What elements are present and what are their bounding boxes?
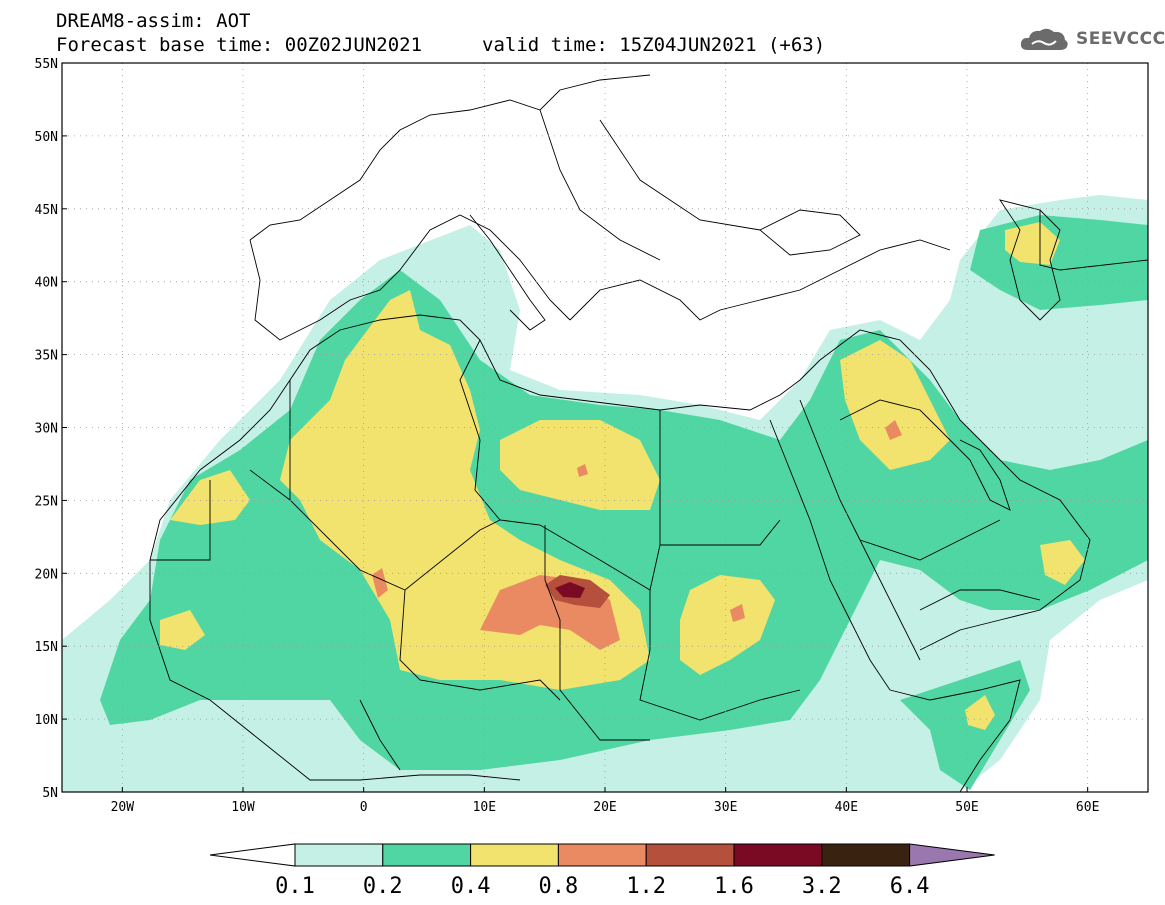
colorbar-label: 0.2 xyxy=(362,874,403,899)
longitude-axis: 20W 10W 0 10E 20E 30E 40E 50E 60E xyxy=(111,787,1099,815)
aot-level-0.8-iraq xyxy=(885,420,902,440)
valid-time-label: valid time: 15Z04JUN2021 (+63) xyxy=(482,34,826,56)
aot-level-1.6 xyxy=(555,582,585,598)
colorbar-label: 0.8 xyxy=(538,874,579,899)
logo-text: SEEVCCC xyxy=(1076,29,1165,49)
lon-tick-label: 20E xyxy=(593,800,616,815)
lon-tick-label: 10E xyxy=(473,800,496,815)
latitude-axis: 55N 50N 45N 40N 35N 30N 25N 20N 15N 10N 5N xyxy=(35,57,67,801)
lat-tick-label: 15N xyxy=(35,640,58,655)
colorbar-label: 1.2 xyxy=(626,874,667,899)
colorbar-label: 0.4 xyxy=(450,874,491,899)
lat-tick-label: 30N xyxy=(35,422,58,437)
aot-level-0.4-libya xyxy=(500,420,660,510)
seevccc-logo: SEEVCCC xyxy=(1018,24,1165,54)
colorbar-label: 3.2 xyxy=(801,874,842,899)
colorbar-swatch xyxy=(821,843,911,867)
lat-tick-label: 40N xyxy=(35,276,58,291)
lon-tick-label: 30E xyxy=(714,800,737,815)
colorbar xyxy=(209,843,995,867)
lat-tick-label: 35N xyxy=(35,349,58,364)
colorbar-high-arrow xyxy=(909,843,995,867)
colorbar-swatch xyxy=(382,843,472,867)
colorbar-label: 0.1 xyxy=(275,874,315,899)
lat-tick-label: 10N xyxy=(35,713,58,728)
colorbar-label: 1.6 xyxy=(714,874,754,899)
colorbar-swatch xyxy=(470,843,559,867)
lat-tick-label: 20N xyxy=(35,567,58,582)
lon-tick-label: 50E xyxy=(955,800,978,815)
lat-tick-label: 55N xyxy=(35,57,58,72)
lon-tick-label: 0 xyxy=(360,800,368,815)
lon-tick-label: 10W xyxy=(231,800,255,815)
gridlines xyxy=(62,63,1148,792)
coastlines-and-borders xyxy=(149,74,1148,792)
lon-tick-label: 60E xyxy=(1076,800,1099,815)
aot-level-0.4-oman xyxy=(1040,540,1085,585)
cloud-icon xyxy=(1020,28,1068,50)
aot-level-0.4-iraq xyxy=(840,340,950,470)
aot-level-0.8-mali xyxy=(372,568,388,598)
aot-level-0.4-sudan xyxy=(680,575,775,675)
lon-tick-label: 40E xyxy=(835,800,858,815)
aot-level-0.4-senegal xyxy=(160,610,205,650)
colorbar-swatch xyxy=(294,843,384,867)
colorbar-low-arrow xyxy=(209,843,296,867)
lat-tick-label: 50N xyxy=(35,130,58,145)
aot-level-0.2-horn xyxy=(900,660,1030,790)
colorbar-label: 6.4 xyxy=(889,874,930,899)
lat-tick-label: 45N xyxy=(35,203,58,218)
map-title: DREAM8-assim: AOT xyxy=(56,10,251,32)
aot-level-0.4-somalia xyxy=(965,695,995,730)
colorbar-swatch xyxy=(645,843,735,867)
aot-level-0.8-libya xyxy=(577,464,588,477)
lat-tick-label: 5N xyxy=(42,786,58,801)
aot-level-0.8-sudan xyxy=(730,604,745,622)
colorbar-swatch xyxy=(733,843,823,867)
lat-tick-label: 25N xyxy=(35,494,58,509)
lon-tick-label: 20W xyxy=(111,800,135,815)
colorbar-swatch xyxy=(557,843,647,867)
base-time-label: Forecast base time: 00Z02JUN2021 xyxy=(56,34,423,56)
